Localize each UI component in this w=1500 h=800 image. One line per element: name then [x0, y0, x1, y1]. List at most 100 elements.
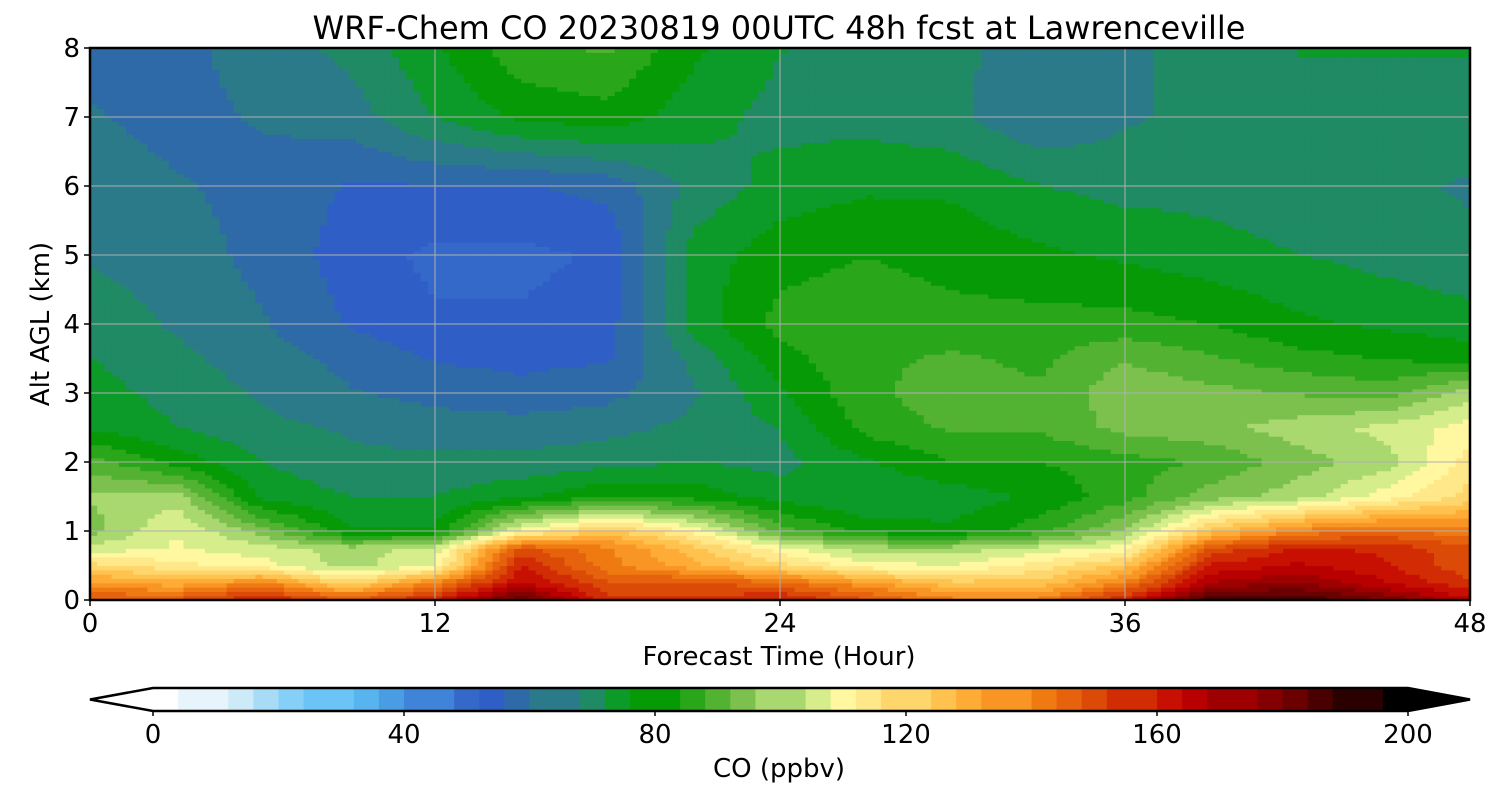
heatmap-cell: [1139, 497, 1147, 502]
heatmap-cell: [1456, 531, 1464, 536]
heatmap-cell: [1413, 522, 1421, 527]
heatmap-cell: [1269, 578, 1277, 583]
heatmap-cell: [306, 544, 314, 549]
heatmap-cell: [536, 574, 544, 579]
heatmap-cell: [284, 518, 292, 523]
heatmap-cell: [255, 509, 263, 514]
heatmap-cell: [176, 553, 184, 558]
heatmap-cell: [521, 518, 529, 523]
heatmap-cell: [1017, 514, 1025, 519]
heatmap-cell: [1118, 561, 1126, 566]
heatmap-cell: [270, 583, 278, 588]
heatmap-cell: [794, 557, 802, 562]
heatmap-cell: [809, 570, 817, 575]
heatmap-cell: [378, 514, 386, 519]
heatmap-cell: [996, 583, 1004, 588]
heatmap-cell: [363, 587, 371, 592]
heatmap-cell: [356, 509, 364, 514]
heatmap-cell: [1075, 557, 1083, 562]
heatmap-cell: [1211, 488, 1219, 493]
heatmap-cell: [1355, 501, 1363, 506]
heatmap-cell: [140, 591, 148, 596]
heatmap-cell: [457, 544, 465, 549]
heatmap-cell: [1218, 548, 1226, 553]
heatmap-cell: [270, 509, 278, 514]
heatmap-cell: [1111, 514, 1119, 519]
heatmap-cell: [313, 540, 321, 545]
heatmap-cell: [1269, 583, 1277, 588]
heatmap-cell: [643, 509, 651, 514]
heatmap-cell: [823, 497, 831, 502]
heatmap-cell: [543, 531, 551, 536]
heatmap-cell: [183, 561, 191, 566]
heatmap-cell: [1405, 544, 1413, 549]
heatmap-cell: [816, 548, 824, 553]
heatmap-cell: [1262, 514, 1270, 519]
heatmap-cell: [514, 570, 522, 575]
heatmap-cell: [744, 561, 752, 566]
heatmap-cell: [953, 522, 961, 527]
heatmap-cell: [665, 591, 673, 596]
heatmap-cell: [1290, 492, 1298, 497]
heatmap-cell: [198, 566, 206, 571]
heatmap-cell: [521, 578, 529, 583]
heatmap-cell: [1384, 566, 1392, 571]
heatmap-cell: [478, 553, 486, 558]
heatmap-cell: [169, 548, 177, 553]
heatmap-cell: [816, 544, 824, 549]
heatmap-cell: [1125, 548, 1133, 553]
heatmap-cell: [126, 488, 134, 493]
heatmap-cell: [406, 557, 414, 562]
heatmap-cell: [212, 492, 220, 497]
heatmap-cell: [672, 535, 680, 540]
heatmap-cell: [917, 553, 925, 558]
heatmap-cell: [766, 587, 774, 592]
heatmap-cell: [1298, 548, 1306, 553]
heatmap-cell: [665, 587, 673, 592]
heatmap-cell: [550, 501, 558, 506]
heatmap-cell: [579, 591, 587, 596]
heatmap-cell: [572, 492, 580, 497]
heatmap-cell: [1355, 553, 1363, 558]
heatmap-cell: [766, 535, 774, 540]
heatmap-cell: [191, 501, 199, 506]
heatmap-cell: [859, 531, 867, 536]
heatmap-cell: [298, 509, 306, 514]
heatmap-cell: [421, 514, 429, 519]
heatmap-cell: [1348, 553, 1356, 558]
heatmap-cell: [730, 591, 738, 596]
heatmap-cell: [1211, 587, 1219, 592]
heatmap-cell: [342, 540, 350, 545]
heatmap-cell: [1391, 514, 1399, 519]
heatmap-cell: [1305, 591, 1313, 596]
heatmap-cell: [1003, 492, 1011, 497]
heatmap-cell: [687, 553, 695, 558]
heatmap-cell: [528, 501, 536, 506]
heatmap-cell: [306, 488, 314, 493]
heatmap-cell: [809, 535, 817, 540]
heatmap-cell: [622, 518, 630, 523]
heatmap-cell: [1413, 488, 1421, 493]
heatmap-cell: [1298, 509, 1306, 514]
heatmap-cell: [97, 535, 105, 540]
heatmap-cell: [1204, 587, 1212, 592]
heatmap-cell: [586, 583, 594, 588]
heatmap-cell: [1089, 578, 1097, 583]
heatmap-cell: [1405, 488, 1413, 493]
heatmap-cell: [1211, 509, 1219, 514]
heatmap-cell: [658, 566, 666, 571]
heatmap-cell: [1147, 497, 1155, 502]
heatmap-cell: [773, 505, 781, 510]
heatmap-cell: [306, 557, 314, 562]
heatmap-cell: [694, 587, 702, 592]
heatmap-cell: [873, 583, 881, 588]
heatmap-cell: [1362, 531, 1370, 536]
heatmap-cell: [1003, 570, 1011, 575]
heatmap-cell: [643, 544, 651, 549]
heatmap-cell: [176, 492, 184, 497]
heatmap-cell: [572, 583, 580, 588]
heatmap-cell: [1204, 531, 1212, 536]
heatmap-cell: [1283, 518, 1291, 523]
heatmap-cell: [478, 587, 486, 592]
heatmap-cell: [586, 531, 594, 536]
